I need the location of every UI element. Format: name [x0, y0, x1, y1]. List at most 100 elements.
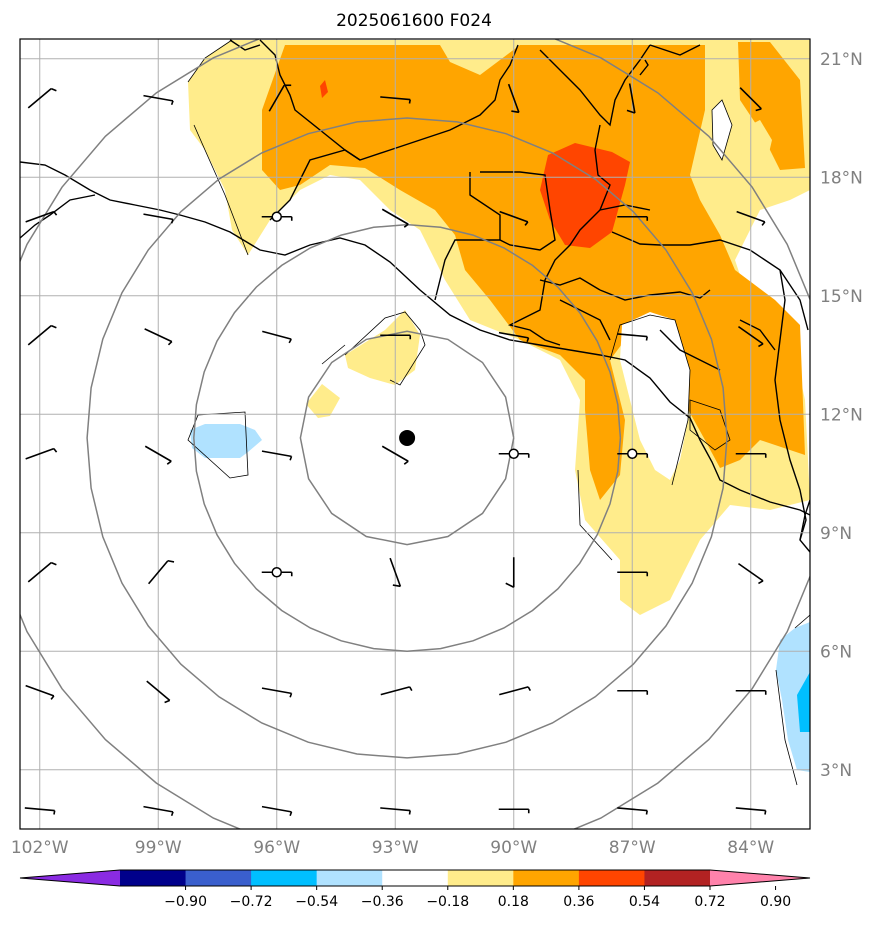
barb-shaft: [738, 325, 764, 345]
barb-shaft: [261, 687, 292, 695]
colorbar-segment: [513, 870, 580, 886]
barb-shaft: [261, 450, 292, 458]
barb-flag: [645, 810, 648, 815]
wind-barb: [739, 87, 762, 112]
wind-barb: [381, 208, 409, 228]
barb-flag: [53, 810, 56, 815]
barb-flag: [166, 460, 172, 465]
wind-barbs: [24, 83, 767, 817]
barb-shaft: [380, 807, 411, 812]
barb-flag: [408, 99, 411, 104]
barb-shaft: [143, 805, 174, 813]
barb-flag: [758, 580, 764, 585]
colorbar-tick-label: −0.18: [426, 894, 469, 910]
barb-flag: [527, 686, 532, 691]
lon-tick-label: 99°W: [135, 838, 182, 858]
lon-tick-label: 90°W: [490, 838, 537, 858]
colorbar-segment: [120, 870, 187, 886]
latitude-labels: 3°N 6°N 9°N 12°N 15°N 18°N 21°N: [820, 50, 863, 781]
colorbar-segment: [447, 870, 514, 886]
barb-shaft: [262, 330, 292, 340]
barb-shaft: [143, 213, 174, 221]
barb-flag: [53, 448, 58, 453]
wind-barb: [499, 686, 532, 696]
barb-shaft: [381, 445, 409, 462]
barb-shaft: [144, 328, 173, 343]
range-ring: [299, 330, 515, 546]
colorbar-tick-label: 0.90: [760, 894, 791, 910]
light-blue-field-southeast: [776, 622, 810, 772]
barb-shaft: [739, 87, 762, 110]
barb-flag: [170, 811, 174, 817]
blue-field-southeast: [797, 672, 810, 732]
barb-flag: [167, 341, 173, 346]
colorbar-tick-label: −0.36: [361, 894, 404, 910]
barb-flag: [755, 108, 762, 112]
wind-barb: [380, 686, 413, 696]
barb-flag: [289, 456, 293, 461]
lat-tick-label: 15°N: [820, 287, 863, 307]
wind-barb: [735, 689, 767, 695]
lon-tick-label: 84°W: [727, 838, 774, 858]
station-marker: [271, 567, 282, 578]
barb-flag: [626, 109, 636, 114]
colorbar-tick-label: −0.90: [164, 894, 207, 910]
lon-tick-label: 87°W: [609, 838, 656, 858]
barb-flag: [758, 343, 764, 348]
colorbar-tick-label: 0.36: [563, 894, 594, 910]
red-orange-speck: [320, 80, 328, 98]
yellow-field-central: [345, 310, 420, 385]
barb-flag: [511, 110, 520, 114]
colorbar-segment: [578, 870, 645, 886]
wind-barb: [735, 807, 767, 815]
colorbar-segment: [382, 870, 449, 886]
colorbar-outline: [19, 869, 811, 887]
barb-flag: [167, 559, 175, 563]
anomaly-fill-layer: [188, 40, 810, 772]
lon-tick-label: 102°W: [11, 838, 69, 858]
lat-tick-label: 12°N: [820, 405, 863, 425]
wind-barb: [144, 328, 173, 346]
lat-tick-label: 18°N: [820, 168, 863, 188]
barb-shaft: [25, 447, 55, 460]
range-ring: [193, 223, 622, 653]
barb-flag: [50, 87, 57, 92]
barb-shaft: [499, 210, 529, 223]
barb-shaft: [27, 87, 52, 109]
barb-flag: [505, 582, 515, 588]
barb-shaft: [27, 324, 52, 346]
station-markers: [271, 211, 638, 578]
station-marker: [271, 211, 282, 222]
wind-barb: [143, 213, 174, 224]
wind-barb: [617, 571, 649, 577]
barb-flag: [403, 460, 409, 465]
range-ring: [20, 39, 810, 829]
yellow-hole-east: [740, 120, 772, 175]
wind-barb: [27, 324, 57, 346]
lon-tick-label: 96°W: [253, 838, 300, 858]
barb-shaft: [261, 805, 292, 813]
wind-barb: [738, 325, 764, 348]
barb-shaft: [381, 208, 409, 225]
wind-barb: [389, 557, 402, 588]
colorbar: −0.90 −0.72 −0.54 −0.36 −0.18 0.18 0.36 0.54 0.7…: [19, 869, 811, 910]
wind-barb: [617, 807, 648, 815]
barb-shaft: [25, 684, 55, 697]
barb-shaft: [146, 680, 171, 702]
barb-shaft: [268, 84, 285, 112]
figure-title: 2025061600 F024: [336, 11, 492, 31]
contour-lines: [187, 39, 810, 786]
map-panel: [20, 39, 810, 829]
neutral-pocket-ca: [620, 312, 690, 480]
wind-barb: [380, 96, 411, 104]
wind-barb: [381, 445, 409, 465]
orange-field-east-blob: [738, 42, 805, 170]
barb-shaft: [144, 445, 172, 462]
barb-shaft: [27, 561, 52, 583]
barb-flag: [164, 699, 171, 704]
storm-center-marker: [399, 429, 416, 446]
wind-barb: [25, 684, 55, 700]
orange-field: [262, 45, 805, 500]
colorbar-tick-label: −0.72: [230, 894, 273, 910]
